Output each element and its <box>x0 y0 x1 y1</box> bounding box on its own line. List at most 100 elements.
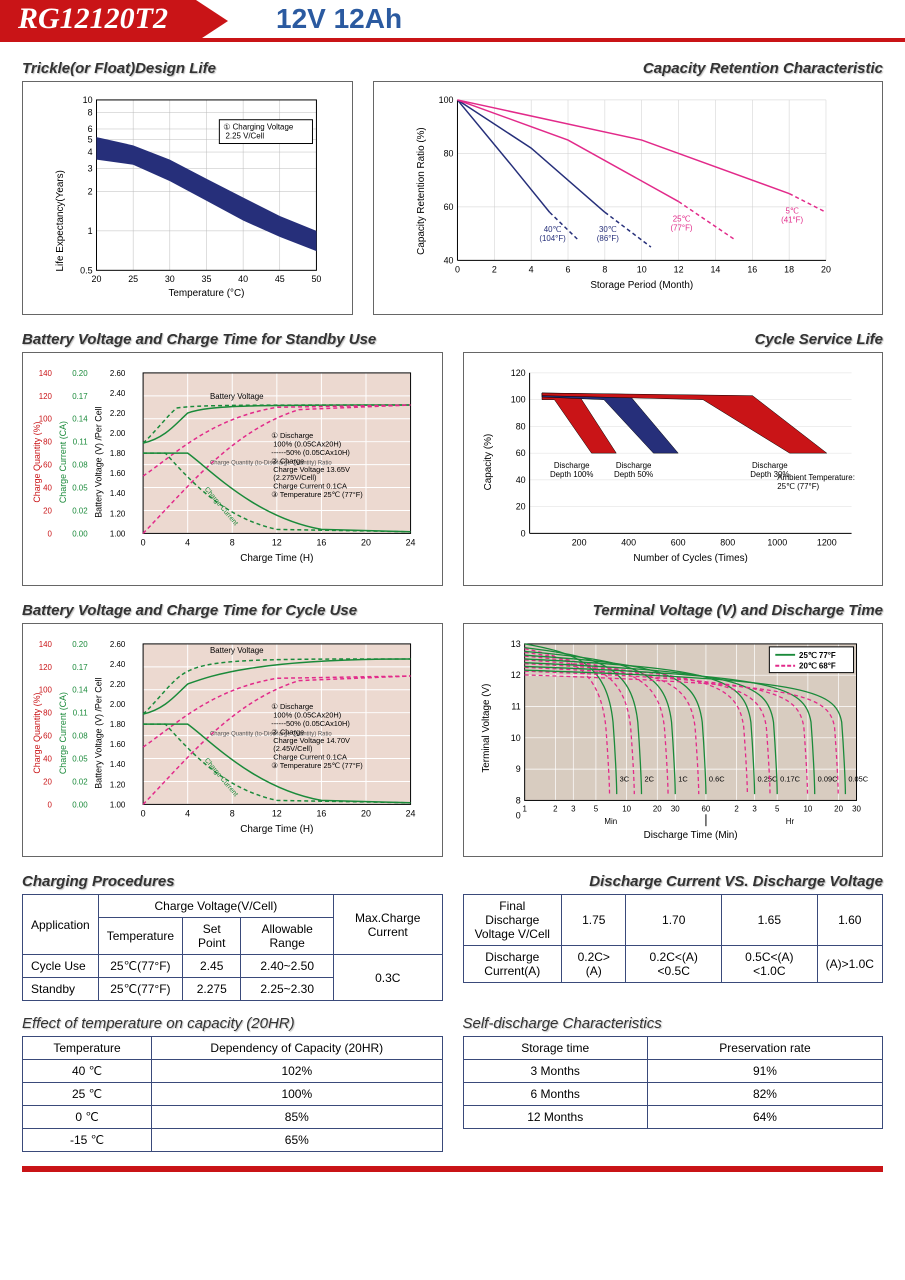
svg-text:16: 16 <box>316 537 326 547</box>
temp-effect-title: Effect of temperature on capacity (20HR) <box>22 1015 443 1032</box>
svg-text:120: 120 <box>510 368 525 378</box>
svg-text:0.00: 0.00 <box>72 800 88 809</box>
svg-text:1.00: 1.00 <box>110 800 126 809</box>
svg-text:Battery Voltage (V) /Per Cell: Battery Voltage (V) /Per Cell <box>93 677 103 788</box>
svg-text:0: 0 <box>515 810 520 820</box>
svg-text:10: 10 <box>803 804 812 813</box>
svg-text:60: 60 <box>43 732 52 741</box>
svg-text:60: 60 <box>43 461 52 470</box>
svg-text:16: 16 <box>316 808 326 818</box>
voltage-spec: 12V 12Ah <box>276 3 402 35</box>
svg-text:0.11: 0.11 <box>73 709 88 718</box>
svg-text:40: 40 <box>43 755 52 764</box>
svg-text:100: 100 <box>510 395 525 405</box>
discharge-title: Terminal Voltage (V) and Discharge Time <box>463 602 884 619</box>
svg-text:4: 4 <box>529 264 534 274</box>
svg-text:2.40: 2.40 <box>110 660 126 669</box>
svg-text:18: 18 <box>784 264 794 274</box>
svg-text:Battery Voltage: Battery Voltage <box>210 646 264 655</box>
svg-text:Charge Time (H): Charge Time (H) <box>240 553 313 564</box>
svg-text:20: 20 <box>43 506 52 515</box>
svg-text:1.00: 1.00 <box>110 529 126 538</box>
footer-bar <box>22 1166 883 1172</box>
svg-text:Life Expectancy(Years): Life Expectancy(Years) <box>55 170 66 271</box>
svg-text:3: 3 <box>571 804 576 813</box>
svg-text:12: 12 <box>272 537 282 547</box>
svg-text:Battery Voltage (V) /Per Cell: Battery Voltage (V) /Per Cell <box>93 406 103 517</box>
svg-text:5: 5 <box>774 804 779 813</box>
svg-text:Min: Min <box>604 817 617 826</box>
svg-text:20: 20 <box>361 808 371 818</box>
svg-text:20: 20 <box>515 502 525 512</box>
svg-text:2: 2 <box>492 264 497 274</box>
svg-text:5: 5 <box>593 804 598 813</box>
svg-text:Number of Cycles (Times): Number of Cycles (Times) <box>633 553 748 564</box>
svg-text:0: 0 <box>141 537 146 547</box>
svg-text:40: 40 <box>515 475 525 485</box>
svg-text:Charge Current (CA): Charge Current (CA) <box>58 692 68 774</box>
trickle-title: Trickle(or Float)Design Life <box>22 60 353 77</box>
svg-text:30: 30 <box>852 804 861 813</box>
svg-text:140: 140 <box>39 369 53 378</box>
svg-text:9: 9 <box>515 764 520 774</box>
svg-text:0.08: 0.08 <box>72 732 88 741</box>
svg-text:0.02: 0.02 <box>72 777 87 786</box>
svg-text:0.14: 0.14 <box>72 415 88 424</box>
svg-text:DischargeDepth 100%: DischargeDepth 100% <box>549 461 593 479</box>
svg-text:2: 2 <box>88 186 93 196</box>
cyclelife-chart: 02040608010012020040060080010001200Disch… <box>463 352 884 586</box>
svg-text:4: 4 <box>185 537 190 547</box>
svg-text:1.20: 1.20 <box>110 509 126 518</box>
retention-chart: 4060801000246810121416182040℃(104°F)30℃(… <box>373 81 883 315</box>
svg-text:1.80: 1.80 <box>110 720 126 729</box>
svg-text:2: 2 <box>734 804 738 813</box>
discharge-vi-table: Final DischargeVoltage V/Cell1.751.701.6… <box>463 894 884 983</box>
svg-text:Discharge Time (Min): Discharge Time (Min) <box>643 830 737 841</box>
svg-text:3C: 3C <box>619 775 629 784</box>
svg-text:0.17: 0.17 <box>72 663 87 672</box>
svg-text:0: 0 <box>48 529 53 538</box>
svg-text:1: 1 <box>88 226 93 236</box>
svg-text:10: 10 <box>510 733 520 743</box>
cyclecharge-chart: 048121620240204060801001201400.000.020.0… <box>22 623 443 857</box>
svg-text:0.08: 0.08 <box>72 461 88 470</box>
svg-text:20: 20 <box>361 537 371 547</box>
svg-text:14: 14 <box>711 264 721 274</box>
discharge-table-title: Discharge Current VS. Discharge Voltage <box>463 873 884 890</box>
svg-text:3: 3 <box>88 163 93 173</box>
svg-text:0.25C: 0.25C <box>757 775 777 784</box>
svg-text:0.20: 0.20 <box>72 369 88 378</box>
svg-text:2: 2 <box>553 804 557 813</box>
svg-text:2.20: 2.20 <box>110 409 126 418</box>
svg-text:40: 40 <box>444 255 454 265</box>
svg-text:1.80: 1.80 <box>110 449 126 458</box>
svg-text:20: 20 <box>652 804 661 813</box>
svg-text:0.05: 0.05 <box>72 755 88 764</box>
svg-text:0.09C: 0.09C <box>817 775 837 784</box>
svg-text:10: 10 <box>83 95 93 105</box>
svg-text:140: 140 <box>39 640 53 649</box>
svg-text:11: 11 <box>511 701 520 711</box>
svg-text:8: 8 <box>515 795 520 805</box>
svg-text:0: 0 <box>48 800 53 809</box>
svg-text:12: 12 <box>272 808 282 818</box>
svg-text:2.00: 2.00 <box>110 429 126 438</box>
svg-text:Charge Quantity (%): Charge Quantity (%) <box>33 692 42 773</box>
svg-text:45: 45 <box>275 274 285 284</box>
svg-text:1.60: 1.60 <box>110 740 126 749</box>
svg-text:20: 20 <box>834 804 843 813</box>
model-number: RG12120T2 <box>0 0 196 38</box>
svg-text:400: 400 <box>621 537 636 547</box>
svg-text:0.6C: 0.6C <box>708 775 724 784</box>
svg-text:Temperature (°C): Temperature (°C) <box>168 288 244 299</box>
svg-text:20: 20 <box>43 777 52 786</box>
svg-text:20: 20 <box>92 274 102 284</box>
svg-text:60: 60 <box>444 202 454 212</box>
svg-text:5: 5 <box>88 134 93 144</box>
svg-text:Hr: Hr <box>785 817 794 826</box>
svg-text:5℃(41°F): 5℃(41°F) <box>781 206 803 224</box>
svg-text:Charge Time (H): Charge Time (H) <box>240 824 313 835</box>
svg-text:Capacity (%): Capacity (%) <box>482 434 493 491</box>
svg-text:1.40: 1.40 <box>110 489 126 498</box>
svg-text:2.00: 2.00 <box>110 700 126 709</box>
